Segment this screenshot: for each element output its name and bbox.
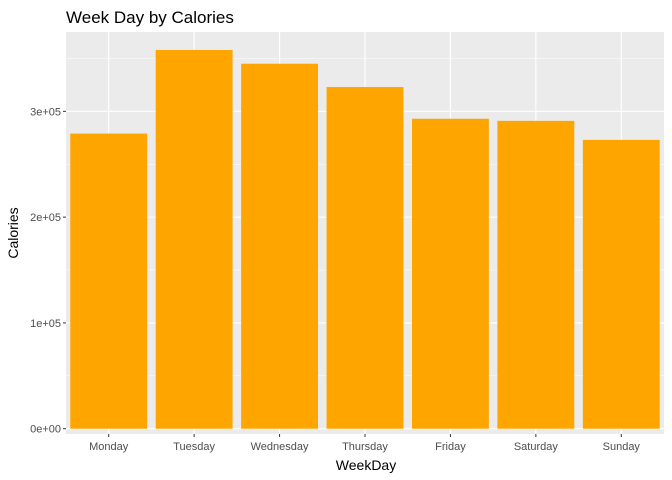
- y-tick-label: 0e+00: [30, 424, 61, 436]
- x-tick-label: Sunday: [603, 441, 641, 453]
- bar-sunday: [582, 139, 660, 429]
- x-axis-title: WeekDay: [336, 457, 396, 473]
- x-tick-label: Wednesday: [251, 441, 309, 453]
- x-tick-label: Monday: [89, 441, 129, 453]
- x-tick-label: Thursday: [342, 441, 388, 453]
- bar-wednesday: [241, 63, 319, 429]
- x-tick-label: Saturday: [514, 441, 559, 453]
- chart-title: Week Day by Calories: [66, 8, 234, 27]
- bar-thursday: [326, 87, 404, 429]
- x-tick-label: Tuesday: [173, 441, 215, 453]
- y-axis-title: Calories: [5, 207, 21, 258]
- y-axis: 0e+00 1e+05 2e+05 3e+05: [30, 106, 66, 436]
- bar-saturday: [497, 120, 575, 429]
- x-tick-label: Friday: [435, 441, 466, 453]
- bar-tuesday: [155, 49, 233, 429]
- y-tick-label: 2e+05: [30, 212, 61, 224]
- x-axis: Monday Tuesday Wednesday Thursday Friday Satu…: [89, 434, 640, 453]
- y-tick-label: 1e+05: [30, 318, 61, 330]
- bar-friday: [411, 118, 489, 429]
- bars: [70, 49, 660, 429]
- y-tick-label: 3e+05: [30, 106, 61, 118]
- bar-monday: [70, 133, 148, 429]
